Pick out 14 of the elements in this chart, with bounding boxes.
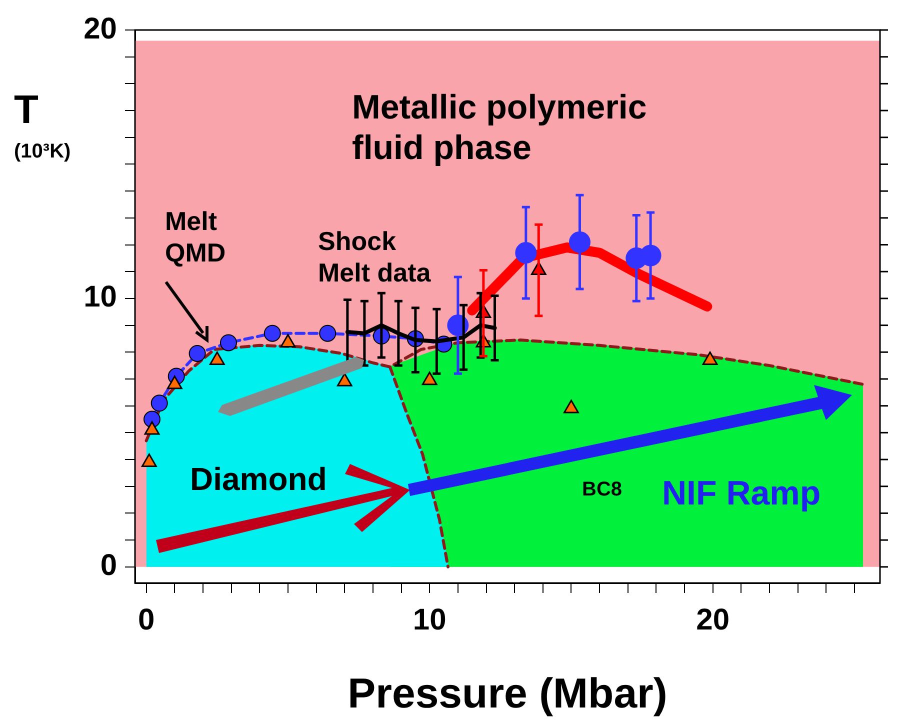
- y-axis-title: T (10³K): [14, 88, 71, 163]
- annotation: Melt QMD: [165, 206, 226, 268]
- annotation: BC8: [582, 478, 622, 501]
- annotation: NIF Ramp: [662, 474, 821, 512]
- x-tick-label: 0: [138, 603, 155, 636]
- y-tick-label: 0: [100, 549, 117, 582]
- x-tick-label: 20: [696, 603, 730, 636]
- annotation: Shock Melt data: [318, 226, 432, 288]
- x-axis-title: Pressure (Mbar): [348, 669, 668, 716]
- x-tick-label: 10: [412, 603, 446, 636]
- annotation: Diamond: [190, 460, 327, 497]
- y-tick-label: 20: [84, 12, 117, 46]
- y-tick-label: 10: [84, 280, 117, 314]
- annotation: Metallic polymeric fluid phase: [352, 88, 647, 168]
